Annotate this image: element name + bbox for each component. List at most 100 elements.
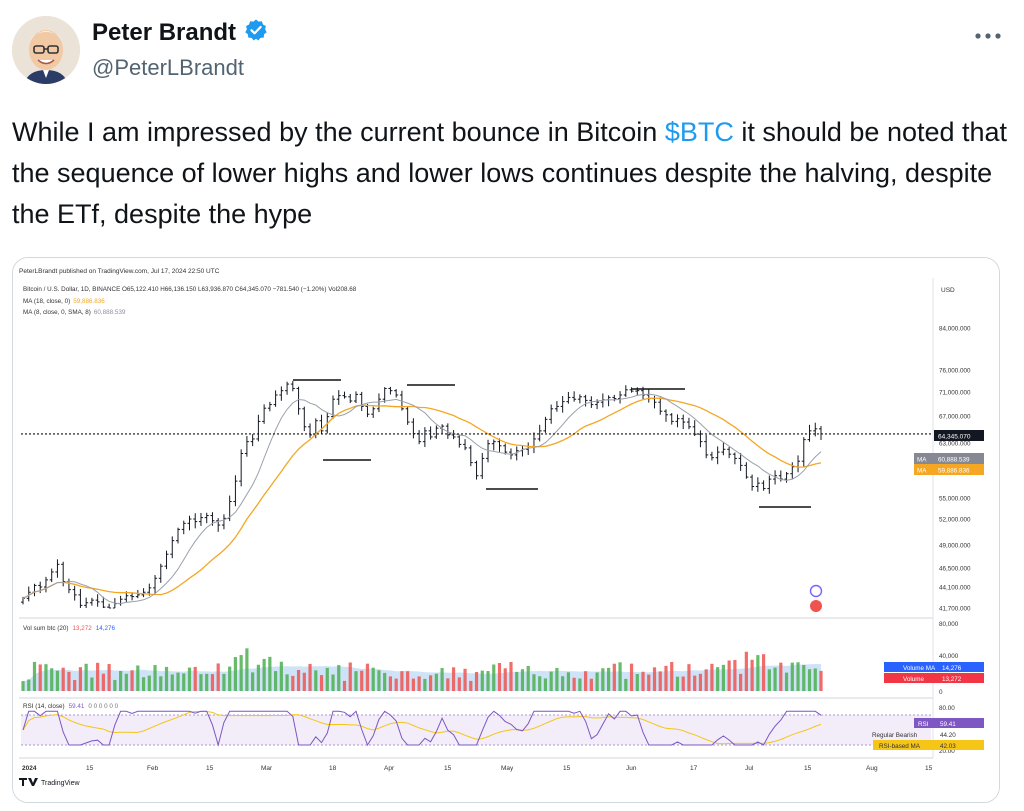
candle <box>141 588 146 598</box>
volume-bar <box>807 669 812 691</box>
candle <box>256 414 261 442</box>
price-tick-label: 41,700.000 <box>939 606 971 613</box>
time-axis-label: 15 <box>86 765 94 772</box>
candle <box>773 470 778 485</box>
candle <box>784 472 789 483</box>
volume-bar <box>176 672 180 691</box>
volume-bar <box>371 667 375 691</box>
volume-bar <box>388 676 393 691</box>
volume-tick-zero: 0 <box>939 689 943 696</box>
chart-image[interactable]: PeterLBrandt published on TradingView.co… <box>12 257 1000 803</box>
candle <box>342 391 347 399</box>
volume-bar <box>210 674 215 691</box>
time-axis-label: 15 <box>563 765 571 772</box>
volume-bar <box>589 678 593 691</box>
volume-bar <box>187 667 192 691</box>
candle <box>371 406 376 418</box>
volume-bar <box>802 664 806 691</box>
volume-bar <box>469 680 473 691</box>
candle <box>43 576 48 593</box>
candle <box>497 438 502 452</box>
annotation-lines <box>293 379 811 508</box>
candle <box>336 390 341 405</box>
time-axis-label: 2024 <box>22 765 37 772</box>
volume-bar <box>526 665 530 691</box>
rsi-tag-value: 59.41 <box>940 721 956 728</box>
candle <box>560 396 565 413</box>
volume-bar <box>296 670 301 691</box>
volume-bar <box>624 678 628 691</box>
ma-fast-line <box>22 393 822 605</box>
candle <box>629 387 634 393</box>
volume-bar <box>228 666 232 691</box>
volume-bar <box>773 667 777 691</box>
ma2-tag <box>914 453 984 464</box>
candle <box>394 389 399 398</box>
candle <box>55 559 60 578</box>
ma1-tag-name: MA <box>917 468 927 475</box>
volume-bar <box>291 675 295 691</box>
candle <box>176 527 181 544</box>
candle <box>233 475 238 507</box>
candle <box>388 386 393 395</box>
volume-bar <box>796 662 800 691</box>
candle <box>302 406 307 432</box>
volume-ma-tag-name: Volume MA <box>903 665 936 672</box>
candle <box>686 417 691 430</box>
volume-bar <box>222 673 226 691</box>
price-tick-label: 71,000.000 <box>939 390 971 397</box>
volume-bar <box>543 678 548 691</box>
avatar-image <box>12 16 80 84</box>
candle <box>164 550 169 570</box>
volume-bar <box>647 674 651 691</box>
author-display-name[interactable]: Peter Brandt <box>92 18 237 46</box>
candle <box>807 424 812 442</box>
volume-bar <box>704 669 708 691</box>
volume-bar <box>256 664 260 691</box>
avatar[interactable] <box>12 16 80 84</box>
tradingview-icon <box>19 778 38 786</box>
candle <box>101 596 106 608</box>
time-axis-label: 15 <box>925 765 933 772</box>
volume-bar <box>750 659 754 691</box>
candle <box>107 603 112 609</box>
candle <box>285 381 290 395</box>
candle <box>468 445 473 467</box>
candle <box>187 515 192 531</box>
candle <box>623 385 628 397</box>
ma-slow-line <box>22 397 822 599</box>
volume-bar <box>27 679 31 691</box>
volume-bar <box>84 663 88 691</box>
volume-bar <box>147 675 151 691</box>
volume-bar <box>331 674 335 691</box>
candle <box>463 439 468 451</box>
volume-bar <box>383 672 387 691</box>
candle <box>279 386 284 401</box>
time-axis-label: Mar <box>261 765 273 772</box>
volume-bar <box>681 676 685 691</box>
volume-bar <box>285 674 289 691</box>
volume-bar <box>819 670 823 691</box>
candle <box>95 594 100 607</box>
volume-bar <box>578 678 582 691</box>
volume-bar <box>32 661 37 691</box>
more-dots-icon[interactable] <box>968 24 1008 48</box>
volume-bar <box>101 673 105 691</box>
volume-bar <box>268 656 272 691</box>
candle <box>480 452 485 479</box>
volume-bar <box>693 675 697 691</box>
volume-bar <box>274 671 278 691</box>
volume-bar <box>555 667 559 691</box>
author-handle[interactable]: @PeterLBrandt <box>92 55 244 80</box>
rsi-ma-line <box>22 711 822 745</box>
candle <box>445 423 450 439</box>
cashtag-link[interactable]: $BTC <box>664 117 734 147</box>
volume-bar <box>710 663 714 691</box>
volume-bar <box>440 668 444 691</box>
candle <box>250 434 255 447</box>
volume-tag <box>884 673 984 683</box>
candle <box>715 446 720 465</box>
volume-bar <box>107 664 111 691</box>
volume-ma-tag <box>884 662 984 672</box>
candle <box>434 425 439 439</box>
